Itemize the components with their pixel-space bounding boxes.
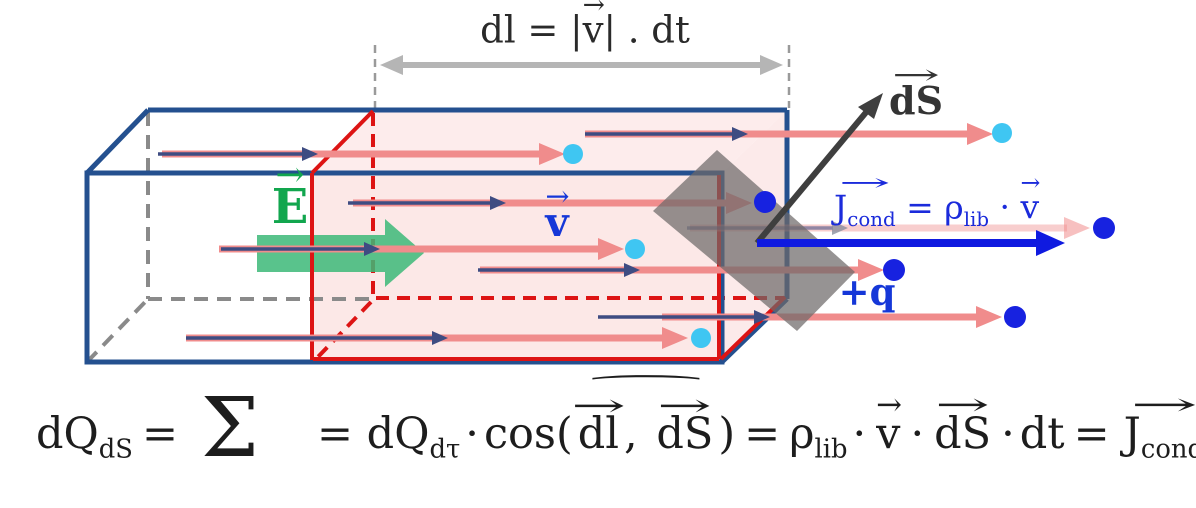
formula-dq-dtau: = dQdτ bbox=[316, 409, 461, 465]
velocity-arrow-row bbox=[186, 327, 688, 349]
electron-dot bbox=[625, 239, 645, 259]
vector-arrow-mark: → bbox=[935, 387, 990, 424]
charge-dots bbox=[563, 123, 1115, 348]
dl-measure bbox=[373, 45, 791, 108]
formula-dq-ds: dQdS bbox=[36, 409, 133, 465]
current-density-arrow bbox=[757, 230, 1065, 256]
vector-arrow-mark: → bbox=[838, 168, 891, 197]
charge-label: +q bbox=[838, 269, 896, 314]
charge-velocity-arrows bbox=[158, 123, 1090, 349]
sum-symbol: Σ bbox=[201, 381, 259, 477]
ds-normal-arrow bbox=[754, 93, 883, 245]
surface-element bbox=[653, 150, 855, 331]
electron-dot bbox=[563, 144, 583, 164]
surface-label: → dS bbox=[889, 62, 943, 120]
angle-group: ⌢ → dl, → dS bbox=[571, 362, 719, 459]
velocity-arrow-row bbox=[598, 306, 1002, 328]
electron-dot bbox=[992, 123, 1012, 143]
velocity-arrow-row bbox=[585, 123, 993, 145]
formula-jcond: → Jcond bbox=[1124, 390, 1196, 462]
vector-arrow-mark: → bbox=[582, 0, 605, 21]
vector-arrow-mark: → bbox=[571, 387, 626, 424]
vector-arrow-mark: → bbox=[1130, 387, 1196, 424]
vector-arrow-mark: → bbox=[891, 60, 941, 92]
hidden-box-edges bbox=[85, 112, 373, 364]
charge-dot bbox=[883, 259, 905, 281]
velocity-label: → v bbox=[545, 179, 570, 246]
current-density-equation: → Jcond = ρlib · → v bbox=[834, 171, 1040, 230]
e-field-label: → E bbox=[271, 155, 309, 235]
charge-dot bbox=[1093, 217, 1115, 239]
formula-rho-lib: ρlib bbox=[789, 409, 848, 465]
vector-arrow-mark: → bbox=[1020, 168, 1041, 197]
velocity-arrow-row bbox=[219, 238, 624, 260]
e-field-arrow bbox=[257, 219, 424, 287]
angle-hat-mark: ⌢ bbox=[580, 360, 711, 391]
velocity-arrow-row bbox=[158, 143, 565, 165]
vector-arrow-mark: → bbox=[876, 387, 903, 424]
electron-dot bbox=[691, 328, 711, 348]
charge-flux-formula: dQdS = Σ = dQdτ · cos( ⌢ → dl, → dS ) = ρli… bbox=[36, 362, 1196, 477]
vector-arrow-mark: → bbox=[275, 155, 305, 196]
vector-arrow-mark: → bbox=[545, 179, 570, 214]
vector-arrow-mark: → bbox=[657, 387, 713, 424]
dl-measure-label: dl = | → v| . dt bbox=[480, 0, 690, 49]
charge-dot bbox=[754, 191, 776, 213]
charge-dot bbox=[1004, 306, 1026, 328]
